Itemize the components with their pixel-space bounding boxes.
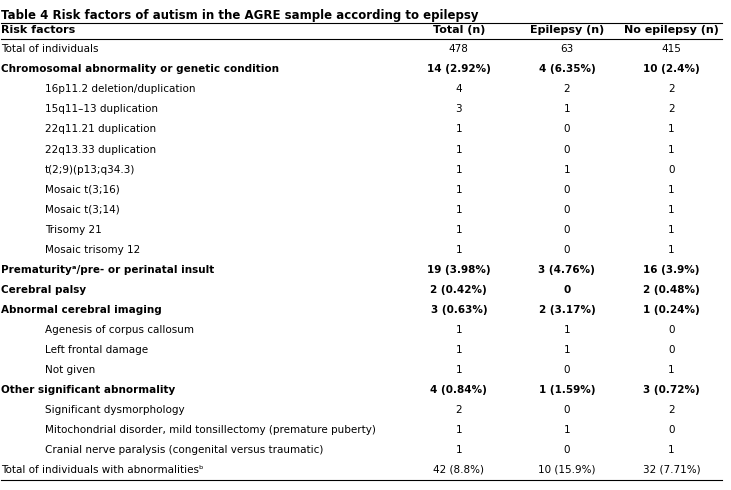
- Text: 1: 1: [455, 325, 462, 335]
- Text: 3: 3: [455, 104, 462, 115]
- Text: 2 (0.48%): 2 (0.48%): [643, 285, 700, 294]
- Text: 0: 0: [564, 245, 570, 255]
- Text: 1: 1: [564, 104, 570, 115]
- Text: Significant dysmorphology: Significant dysmorphology: [45, 405, 184, 415]
- Text: 14 (2.92%): 14 (2.92%): [427, 64, 491, 74]
- Text: Total (n): Total (n): [433, 25, 485, 35]
- Text: 0: 0: [564, 204, 570, 215]
- Text: 0: 0: [668, 325, 675, 335]
- Text: 2 (3.17%): 2 (3.17%): [539, 305, 595, 315]
- Text: 4 (6.35%): 4 (6.35%): [539, 64, 595, 74]
- Text: 16p11.2 deletion/duplication: 16p11.2 deletion/duplication: [45, 84, 195, 95]
- Text: 1: 1: [455, 365, 462, 375]
- Text: Mosaic trisomy 12: Mosaic trisomy 12: [45, 245, 140, 255]
- Text: 1: 1: [455, 204, 462, 215]
- Text: 1: 1: [455, 224, 462, 235]
- Text: 1: 1: [455, 425, 462, 435]
- Text: 0: 0: [668, 425, 675, 435]
- Text: Abnormal cerebral imaging: Abnormal cerebral imaging: [1, 305, 162, 315]
- Text: 0: 0: [564, 145, 570, 154]
- Text: 1: 1: [668, 224, 675, 235]
- Text: 22q13.33 duplication: 22q13.33 duplication: [45, 145, 156, 154]
- Text: 0: 0: [564, 224, 570, 235]
- Text: 1: 1: [455, 245, 462, 255]
- Text: Total of individuals: Total of individuals: [1, 45, 99, 54]
- Text: Mitochondrial disorder, mild tonsillectomy (premature puberty): Mitochondrial disorder, mild tonsillecto…: [45, 425, 376, 435]
- Text: 15q11–13 duplication: 15q11–13 duplication: [45, 104, 158, 115]
- Text: Risk factors: Risk factors: [1, 25, 75, 35]
- Text: 32 (7.71%): 32 (7.71%): [643, 465, 700, 475]
- Text: 1: 1: [455, 165, 462, 174]
- Text: 1 (0.24%): 1 (0.24%): [643, 305, 700, 315]
- Text: 3 (0.63%): 3 (0.63%): [431, 305, 487, 315]
- Text: 0: 0: [564, 405, 570, 415]
- Text: 2: 2: [564, 84, 570, 95]
- Text: 63: 63: [560, 45, 574, 54]
- Text: 1: 1: [564, 325, 570, 335]
- Text: 10 (2.4%): 10 (2.4%): [643, 64, 700, 74]
- Text: 1: 1: [668, 145, 675, 154]
- Text: 1: 1: [668, 245, 675, 255]
- Text: 2: 2: [668, 104, 675, 115]
- Text: 4 (0.84%): 4 (0.84%): [431, 385, 488, 395]
- Text: 2: 2: [668, 84, 675, 95]
- Text: 0: 0: [564, 185, 570, 195]
- Text: Mosaic t(3;16): Mosaic t(3;16): [45, 185, 119, 195]
- Text: Cranial nerve paralysis (congenital versus traumatic): Cranial nerve paralysis (congenital vers…: [45, 445, 323, 455]
- Text: 0: 0: [668, 165, 675, 174]
- Text: Cerebral palsy: Cerebral palsy: [1, 285, 86, 294]
- Text: Mosaic t(3;14): Mosaic t(3;14): [45, 204, 119, 215]
- Text: 1: 1: [668, 124, 675, 134]
- Text: 1: 1: [668, 204, 675, 215]
- Text: 0: 0: [564, 365, 570, 375]
- Text: 3 (4.76%): 3 (4.76%): [539, 265, 595, 274]
- Text: 2: 2: [668, 405, 675, 415]
- Text: 3 (0.72%): 3 (0.72%): [643, 385, 700, 395]
- Text: 1: 1: [564, 344, 570, 355]
- Text: 0: 0: [668, 344, 675, 355]
- Text: 22q11.21 duplication: 22q11.21 duplication: [45, 124, 156, 134]
- Text: 42 (8.8%): 42 (8.8%): [433, 465, 485, 475]
- Text: 1: 1: [455, 185, 462, 195]
- Text: t(2;9)(p13;q34.3): t(2;9)(p13;q34.3): [45, 165, 135, 174]
- Text: 2 (0.42%): 2 (0.42%): [431, 285, 488, 294]
- Text: Not given: Not given: [45, 365, 95, 375]
- Text: Other significant abnormality: Other significant abnormality: [1, 385, 175, 395]
- Text: 1: 1: [668, 185, 675, 195]
- Text: 0: 0: [564, 124, 570, 134]
- Text: Table 4 Risk factors of autism in the AGRE sample according to epilepsy: Table 4 Risk factors of autism in the AG…: [1, 9, 479, 22]
- Text: 1 (1.59%): 1 (1.59%): [539, 385, 595, 395]
- Text: Agenesis of corpus callosum: Agenesis of corpus callosum: [45, 325, 194, 335]
- Text: Total of individuals with abnormalitiesᵇ: Total of individuals with abnormalitiesᵇ: [1, 465, 204, 475]
- Text: 1: 1: [455, 445, 462, 455]
- Text: 478: 478: [449, 45, 469, 54]
- Text: 1: 1: [455, 145, 462, 154]
- Text: Prematurityᵃ/pre- or perinatal insult: Prematurityᵃ/pre- or perinatal insult: [1, 265, 215, 274]
- Text: 16 (3.9%): 16 (3.9%): [643, 265, 700, 274]
- Text: 2: 2: [455, 405, 462, 415]
- Text: Chromosomal abnormality or genetic condition: Chromosomal abnormality or genetic condi…: [1, 64, 279, 74]
- Text: 1: 1: [455, 344, 462, 355]
- Text: 19 (3.98%): 19 (3.98%): [427, 265, 491, 274]
- Text: Trisomy 21: Trisomy 21: [45, 224, 102, 235]
- Text: 0: 0: [564, 285, 571, 294]
- Text: 1: 1: [564, 165, 570, 174]
- Text: Epilepsy (n): Epilepsy (n): [530, 25, 604, 35]
- Text: 10 (15.9%): 10 (15.9%): [538, 465, 596, 475]
- Text: Left frontal damage: Left frontal damage: [45, 344, 148, 355]
- Text: 1: 1: [564, 425, 570, 435]
- Text: 415: 415: [662, 45, 681, 54]
- Text: 1: 1: [455, 124, 462, 134]
- Text: 0: 0: [564, 445, 570, 455]
- Text: No epilepsy (n): No epilepsy (n): [624, 25, 719, 35]
- Text: 1: 1: [668, 365, 675, 375]
- Text: 4: 4: [455, 84, 462, 95]
- Text: 1: 1: [668, 445, 675, 455]
